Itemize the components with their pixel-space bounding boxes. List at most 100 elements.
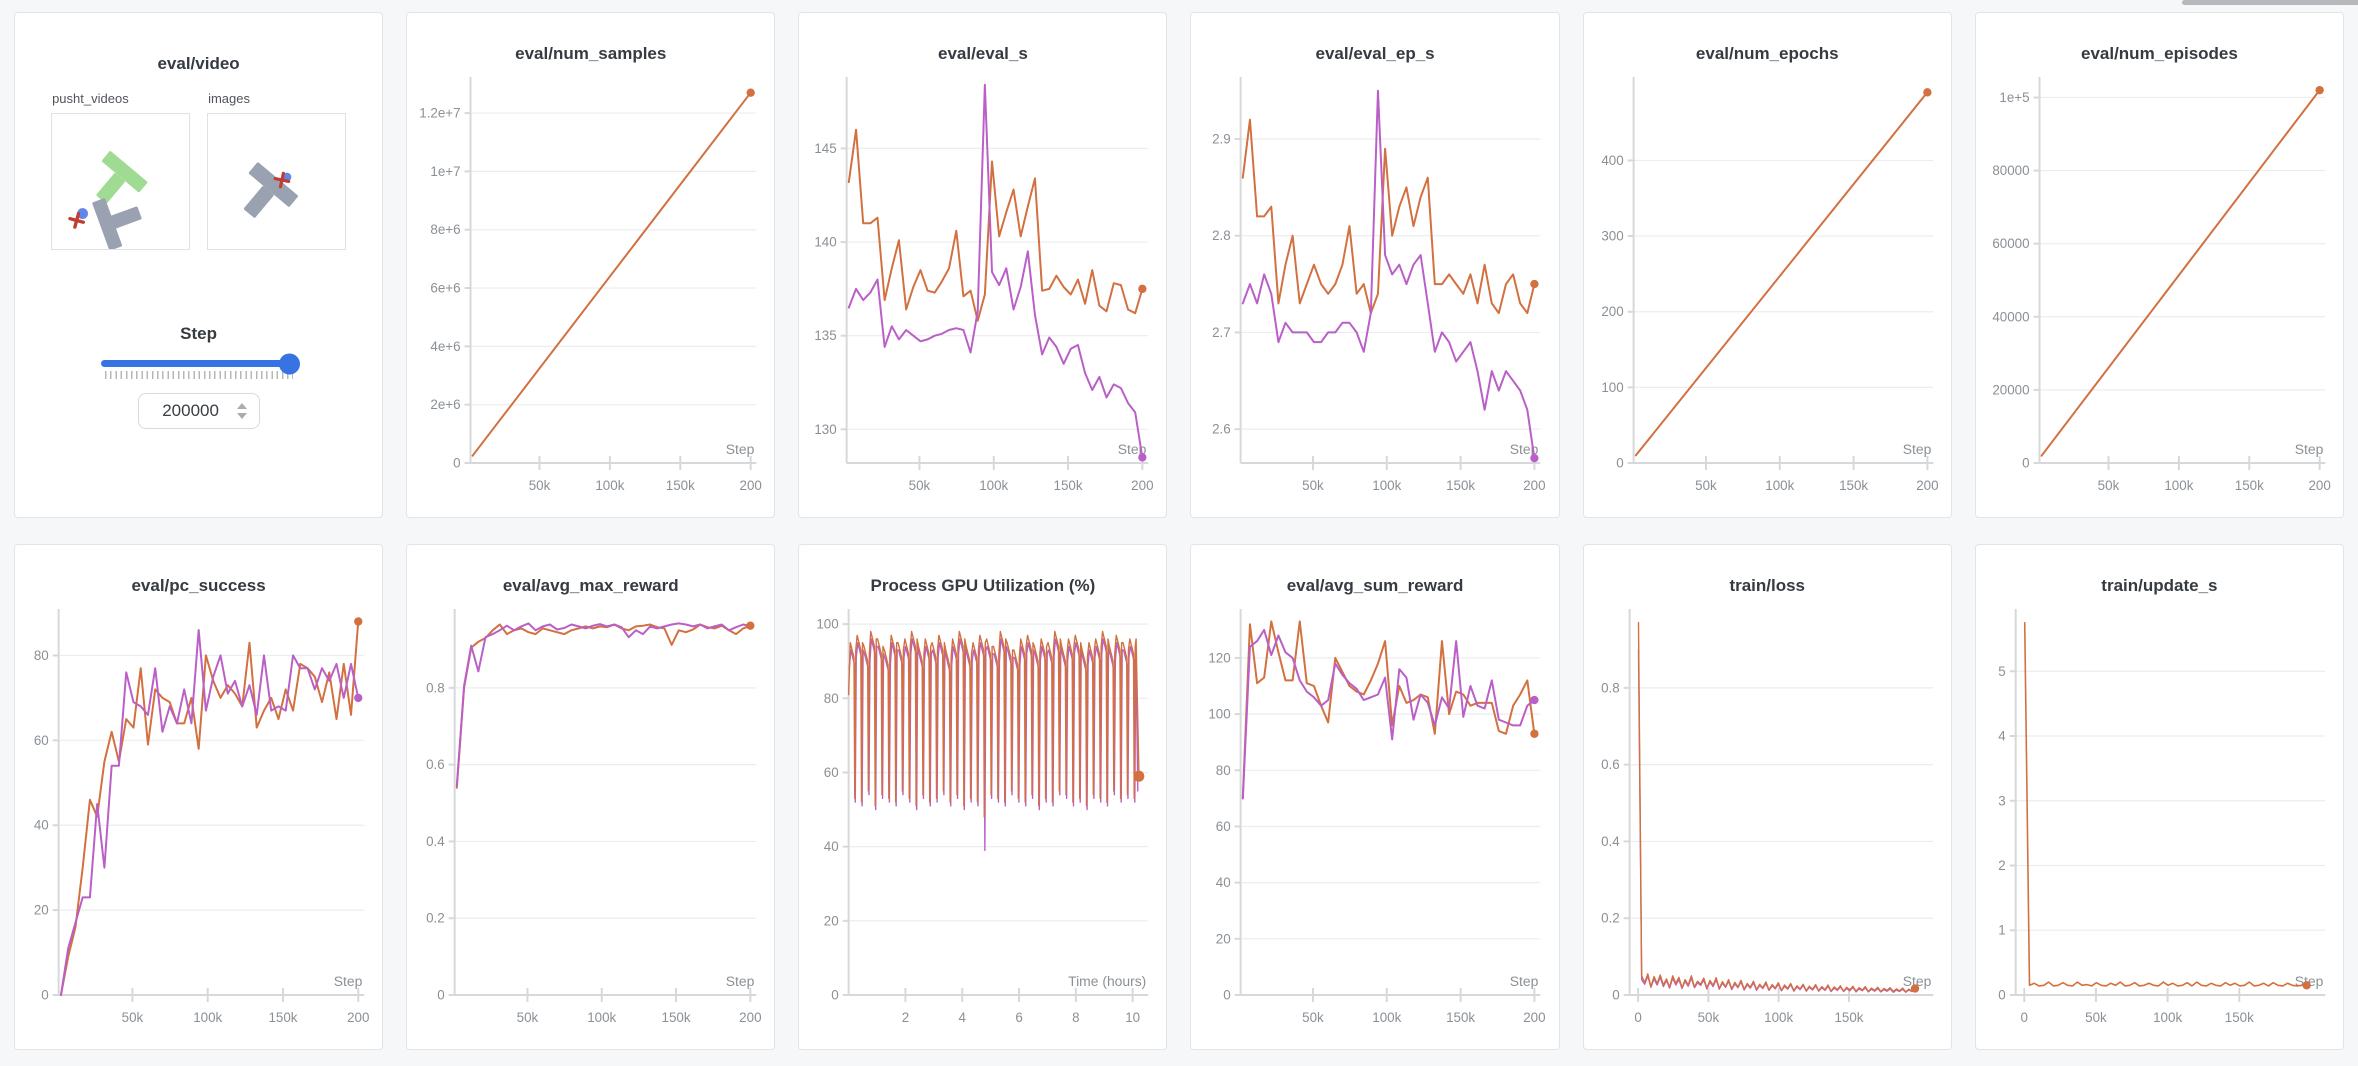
panel-eval-pc-success: eval/pc_success 0 20 40 60 80 50k 100k 150k 200 S… bbox=[14, 544, 384, 1050]
chart-eval-num-episodes[interactable]: 0 20000 40000 60000 80000 1e+5 50k 100k 150k 200 S… bbox=[1976, 67, 2343, 517]
svg-text:40: 40 bbox=[824, 839, 839, 854]
panel-title: eval/video bbox=[157, 54, 240, 73]
gray-t-block bbox=[92, 198, 142, 249]
step-slider[interactable] bbox=[100, 353, 300, 374]
svg-text:0.6: 0.6 bbox=[1601, 757, 1620, 772]
svg-text:40: 40 bbox=[34, 818, 49, 833]
svg-text:1e+5: 1e+5 bbox=[1999, 90, 2029, 105]
panel-eval-video: eval/video pusht_videos bbox=[14, 12, 384, 518]
svg-text:50k: 50k bbox=[1303, 1010, 1325, 1025]
svg-text:0.4: 0.4 bbox=[1601, 834, 1620, 849]
green-t-block bbox=[96, 151, 148, 204]
svg-text:1: 1 bbox=[1998, 923, 2005, 938]
svg-text:150k: 150k bbox=[1447, 1010, 1476, 1025]
step-input-box bbox=[137, 393, 260, 429]
step-input[interactable] bbox=[152, 400, 229, 422]
svg-text:135: 135 bbox=[815, 328, 837, 343]
svg-text:50k: 50k bbox=[517, 1010, 539, 1025]
svg-text:60: 60 bbox=[824, 765, 839, 780]
media-thumb-images: images bbox=[207, 91, 347, 250]
svg-text:50k: 50k bbox=[1695, 478, 1717, 493]
svg-text:Step: Step bbox=[1510, 441, 1539, 457]
svg-text:20: 20 bbox=[824, 913, 839, 928]
spinner-up-icon[interactable] bbox=[236, 403, 247, 409]
chart-train-loss[interactable]: 0 0.2 0.4 0.6 0.8 0 50k 100k 150k Step bbox=[1584, 599, 1951, 1049]
svg-text:200: 200 bbox=[2308, 478, 2330, 493]
chart-title: eval/pc_success bbox=[131, 576, 266, 595]
scrollbar-thumb[interactable] bbox=[2182, 0, 2358, 5]
gray-t-block bbox=[244, 162, 298, 218]
spinner-down-icon[interactable] bbox=[236, 413, 247, 419]
svg-text:150k: 150k bbox=[1054, 478, 1083, 493]
svg-text:100: 100 bbox=[1601, 380, 1623, 395]
chart-title: eval/eval_ep_s bbox=[1315, 44, 1435, 63]
svg-text:50k: 50k bbox=[1697, 1010, 1719, 1025]
svg-text:8e+6: 8e+6 bbox=[431, 222, 461, 237]
agent-dot bbox=[77, 208, 89, 219]
svg-text:200: 200 bbox=[1132, 478, 1154, 493]
chart-title: train/loss bbox=[1729, 576, 1806, 595]
svg-text:0: 0 bbox=[2022, 455, 2029, 470]
svg-text:100k: 100k bbox=[596, 478, 625, 493]
svg-text:150k: 150k bbox=[1447, 478, 1476, 493]
svg-text:3: 3 bbox=[1998, 793, 2005, 808]
svg-text:50k: 50k bbox=[2098, 478, 2120, 493]
target-cross bbox=[273, 171, 291, 189]
svg-text:Step: Step bbox=[726, 973, 755, 989]
svg-text:0.4: 0.4 bbox=[426, 834, 445, 849]
panel-eval-avg-sum-reward: eval/avg_sum_reward 0 20 40 60 80 100 120 50k 10… bbox=[1190, 544, 1560, 1050]
svg-text:200: 200 bbox=[739, 1010, 761, 1025]
svg-text:20000: 20000 bbox=[1992, 382, 2029, 397]
svg-text:100k: 100k bbox=[980, 478, 1009, 493]
images-frame[interactable] bbox=[207, 113, 347, 250]
step-slider-handle[interactable] bbox=[278, 353, 300, 374]
pusht-video-frame[interactable] bbox=[51, 113, 191, 250]
svg-text:0: 0 bbox=[1634, 1010, 1641, 1025]
svg-text:Step: Step bbox=[726, 441, 755, 457]
chart-eval-num-epochs[interactable]: 0 100 200 300 400 50k 100k 150k 200 Step bbox=[1584, 67, 1951, 517]
svg-text:100k: 100k bbox=[1765, 478, 1794, 493]
chart-gpu-utilization[interactable]: 0 20 40 60 80 100 2 4 6 8 10 Time (hours) bbox=[799, 599, 1166, 1049]
svg-text:100k: 100k bbox=[2164, 478, 2193, 493]
chart-title: eval/num_epochs bbox=[1695, 44, 1839, 63]
panel-eval-num-samples: eval/num_samples 0 2e+6 4e+6 6e+6 8e+6 1e+7 1.… bbox=[406, 12, 776, 518]
svg-text:80000: 80000 bbox=[1992, 163, 2029, 178]
chart-eval-num-samples[interactable]: 0 2e+6 4e+6 6e+6 8e+6 1e+7 1.2e+7 50k 100k 150k 20… bbox=[407, 67, 774, 517]
svg-text:50k: 50k bbox=[1303, 478, 1325, 493]
svg-text:40000: 40000 bbox=[1992, 309, 2029, 324]
svg-text:150k: 150k bbox=[662, 1010, 691, 1025]
svg-text:300: 300 bbox=[1601, 229, 1623, 244]
step-spinner[interactable] bbox=[236, 403, 247, 419]
svg-text:80: 80 bbox=[824, 691, 839, 706]
svg-text:100k: 100k bbox=[1373, 478, 1402, 493]
svg-text:2.6: 2.6 bbox=[1213, 422, 1232, 437]
chart-eval-eval-ep-s[interactable]: 2.6 2.7 2.8 2.9 50k 100k 150k 200 Step bbox=[1191, 67, 1558, 517]
svg-text:20: 20 bbox=[1216, 931, 1231, 946]
svg-text:6e+6: 6e+6 bbox=[431, 280, 461, 295]
step-slider-block: Step bbox=[15, 324, 382, 429]
chart-title: eval/num_samples bbox=[515, 44, 667, 63]
chart-eval-eval-s[interactable]: 130 135 140 145 50k 100k 150k 200 Step bbox=[799, 67, 1166, 517]
svg-text:5: 5 bbox=[1998, 664, 2005, 679]
svg-text:400: 400 bbox=[1601, 153, 1623, 168]
svg-text:0: 0 bbox=[1998, 987, 2005, 1002]
svg-text:0.8: 0.8 bbox=[426, 680, 445, 695]
panel-train-update-s: train/update_s 0 1 2 3 4 5 0 50k 100k 150k Step bbox=[1974, 544, 2344, 1050]
chart-eval-avg-sum-reward[interactable]: 0 20 40 60 80 100 120 50k 100k 150k 200 Step bbox=[1191, 599, 1558, 1049]
svg-text:10: 10 bbox=[1126, 1010, 1141, 1025]
svg-text:0: 0 bbox=[1616, 455, 1623, 470]
svg-text:0: 0 bbox=[1224, 987, 1231, 1002]
chart-title: eval/avg_max_reward bbox=[502, 576, 679, 595]
svg-text:0.6: 0.6 bbox=[426, 757, 445, 772]
svg-text:Step: Step bbox=[1902, 973, 1931, 989]
panel-gpu-utilization: Process GPU Utilization (%) 0 20 40 60 80 100… bbox=[798, 544, 1168, 1050]
chart-eval-avg-max-reward[interactable]: 0 0.2 0.4 0.6 0.8 50k 100k 150k 200 Step bbox=[407, 599, 774, 1049]
svg-text:2.7: 2.7 bbox=[1213, 325, 1232, 340]
chart-eval-pc-success[interactable]: 0 20 40 60 80 50k 100k 150k 200 Step bbox=[15, 599, 382, 1049]
svg-text:120: 120 bbox=[1209, 650, 1231, 665]
panel-train-loss: train/loss 0 0.2 0.4 0.6 0.8 0 50k 100k 150k Step bbox=[1582, 544, 1952, 1050]
svg-text:200: 200 bbox=[347, 1010, 369, 1025]
svg-text:200: 200 bbox=[1601, 304, 1623, 319]
svg-text:150k: 150k bbox=[666, 478, 695, 493]
